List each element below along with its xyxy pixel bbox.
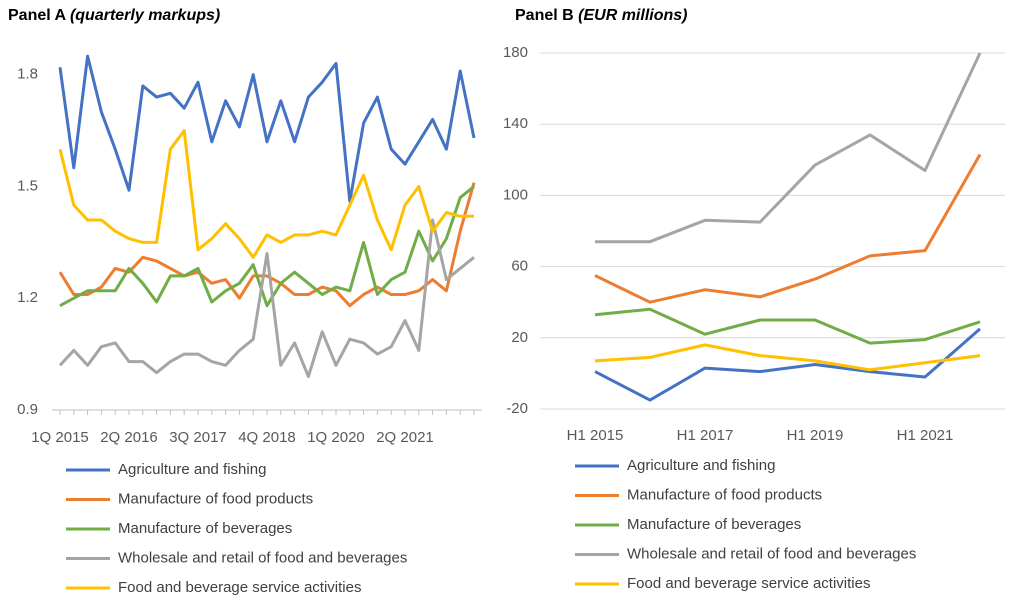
legend-label: Agriculture and fishing (627, 457, 775, 474)
x-tick-label: 1Q 2020 (307, 429, 365, 446)
series-line (594, 307, 981, 345)
legend-label: Wholesale and retail of food and beverag… (627, 545, 916, 562)
legend-label: Manufacture of food products (627, 486, 822, 503)
legend-label: Manufacture of food products (118, 490, 313, 507)
subtitle: (quarterly markups) (70, 7, 220, 24)
x-tick-label: 2Q 2021 (376, 429, 434, 446)
x-tick-label: 4Q 2018 (238, 429, 296, 446)
y-tick-label: 1.2 (17, 289, 38, 306)
x-tick-label: H1 2017 (677, 427, 734, 444)
series-line (58, 182, 476, 308)
x-tick-label: H1 2021 (897, 427, 954, 444)
x-tick-label: 3Q 2017 (169, 429, 227, 446)
y-tick-label: 1.5 (17, 177, 38, 194)
y-tick-label: 180 (503, 44, 528, 61)
panel-title: Panel B (EUR millions) (515, 7, 687, 24)
x-tick-label: 2Q 2016 (100, 429, 158, 446)
legend-label: Manufacture of beverages (118, 520, 292, 537)
legend-label: Agriculture and fishing (118, 461, 266, 478)
x-tick-label: H1 2019 (787, 427, 844, 444)
panel-title: Panel A (quarterly markups) (8, 7, 220, 24)
legend-label: Wholesale and retail of food and beverag… (118, 549, 407, 566)
legend-label: Food and beverage service activities (118, 579, 361, 596)
y-tick-label: 0.9 (17, 401, 38, 418)
series-line (59, 185, 475, 308)
series-line (594, 327, 981, 402)
y-tick-label: 20 (511, 329, 528, 346)
series-line (58, 54, 476, 203)
series-line (595, 52, 982, 244)
legend-label: Manufacture of beverages (627, 516, 801, 533)
x-tick-label: 1Q 2015 (31, 429, 89, 446)
series-line (594, 343, 981, 372)
y-tick-label: 100 (503, 186, 528, 203)
legend-label: Food and beverage service activities (627, 575, 870, 592)
title: Panel A (8, 7, 67, 24)
subtitle: (EUR millions) (578, 7, 687, 24)
y-tick-label: 60 (511, 258, 528, 275)
y-tick-label: 1.8 (17, 66, 38, 83)
title: Panel B (515, 7, 574, 24)
y-tick-label: 140 (503, 115, 528, 132)
series-line (594, 153, 982, 304)
x-tick-label: H1 2015 (567, 427, 624, 444)
series-line (58, 129, 474, 259)
y-tick-label: -20 (506, 400, 528, 417)
series-line (58, 218, 475, 378)
